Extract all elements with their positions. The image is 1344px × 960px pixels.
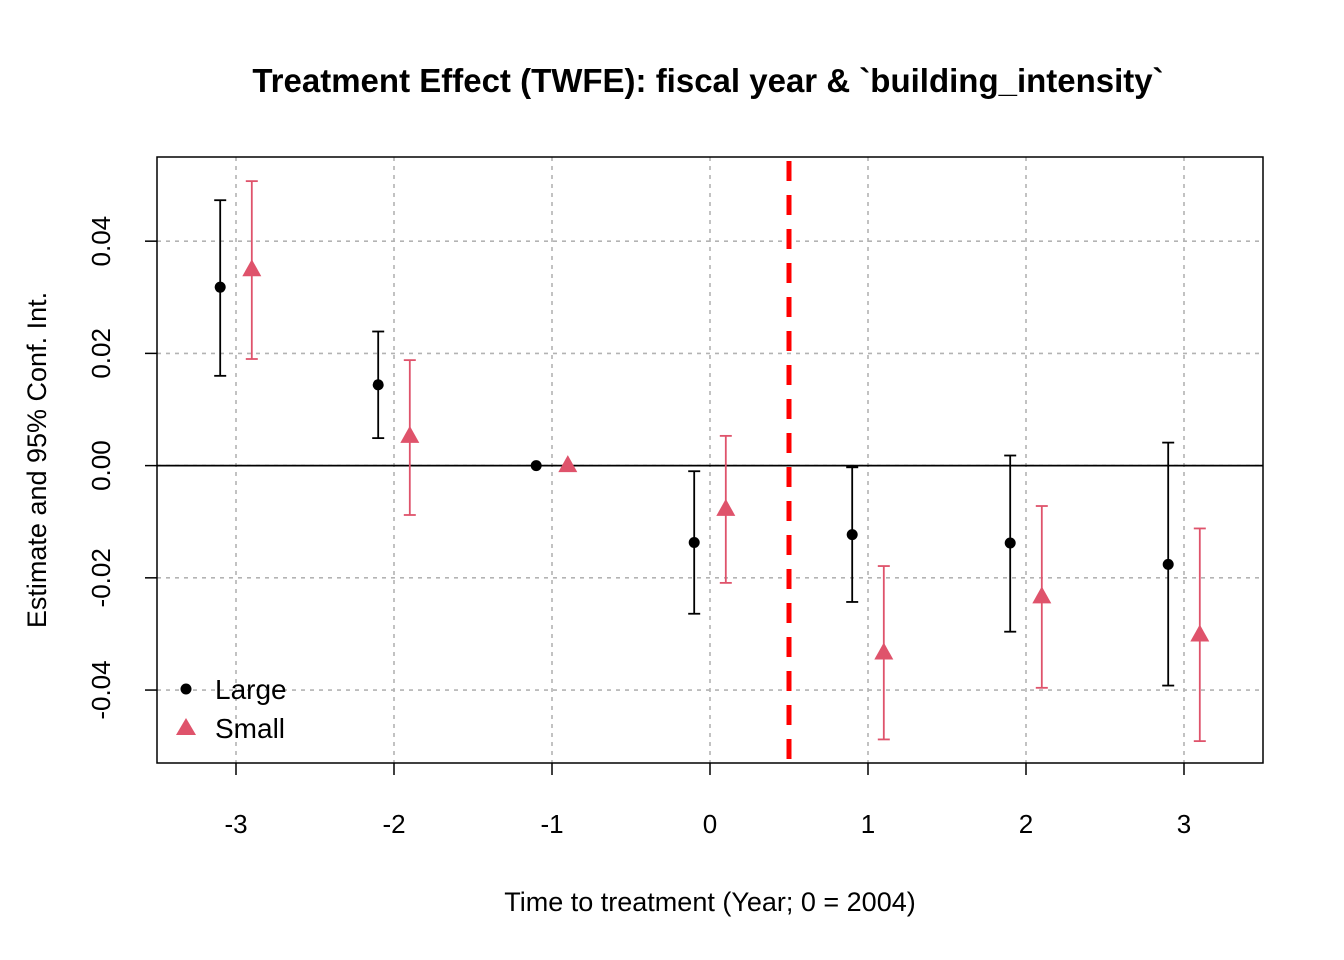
small-estimate-point [1190,624,1210,642]
small-point-group [400,359,420,516]
legend-label-small: Small [215,713,285,744]
large-point-group [1162,441,1175,687]
x-tick-label: -2 [382,809,405,839]
large-point-group [214,199,227,377]
x-tick-label: 2 [1019,809,1033,839]
small-estimate-point [242,259,262,277]
x-tick-label: 1 [861,809,875,839]
small-point-group [1032,505,1052,689]
large-estimate-point [688,536,700,548]
y-tick-label: -0.02 [86,548,116,607]
legend: Large Small [176,674,287,744]
small-point-group [242,180,262,360]
legend-marker-small [176,718,196,735]
x-tick-label: 0 [703,809,717,839]
chart-title: Treatment Effect (TWFE): fiscal year & `… [252,62,1163,99]
y-tick-label: 0.02 [86,328,116,379]
small-point-group [874,565,894,741]
x-tick-label: -1 [540,809,563,839]
y-tick-label: -0.04 [86,660,116,719]
y-axis: -0.04 -0.02 0.00 0.02 0.04 [86,216,157,720]
grid [157,157,1263,763]
small-point-group [716,434,736,584]
large-estimate-point [214,281,226,293]
small-point-group [558,455,578,473]
x-axis-label: Time to treatment (Year; 0 = 2004) [504,887,915,917]
reference-lines [157,161,1263,763]
y-axis-label: Estimate and 95% Conf. Int. [22,292,52,628]
large-point-group [688,470,701,615]
legend-label-large: Large [215,674,287,705]
large-estimate-point [1004,537,1016,549]
small-estimate-point [400,425,420,443]
small-point-group [1190,527,1210,743]
y-tick-label: 0.04 [86,216,116,267]
small-estimate-point [716,498,736,516]
y-tick-label: 0.00 [86,440,116,491]
large-point-group [846,466,859,603]
large-estimate-point [530,460,542,472]
large-estimate-point [846,529,858,541]
large-point-group [372,330,385,440]
large-point-group [530,460,542,472]
small-estimate-point [558,455,578,473]
plot-frame [156,156,1264,764]
x-axis: -3 -2 -1 0 1 2 3 [224,763,1191,839]
large-point-group [1004,454,1017,633]
legend-marker-large [180,683,192,695]
small-estimate-point [874,642,894,660]
x-tick-label: 3 [1177,809,1191,839]
large-estimate-point [1162,558,1174,570]
small-estimate-point [1032,586,1052,604]
data-marks [214,180,1210,743]
x-tick-label: -3 [224,809,247,839]
large-estimate-point [372,379,384,391]
